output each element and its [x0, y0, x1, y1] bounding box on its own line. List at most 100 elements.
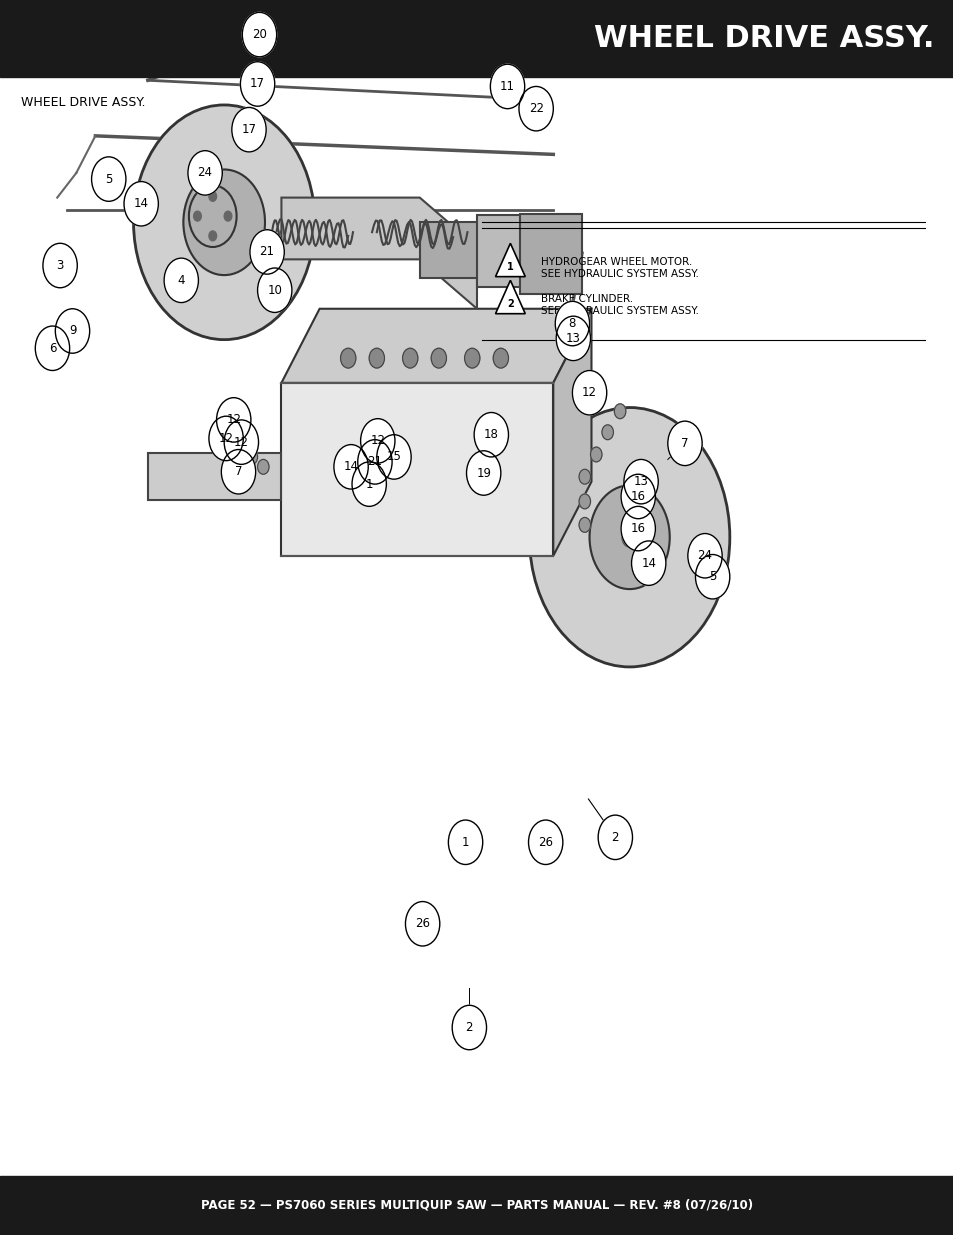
Circle shape: [631, 541, 665, 585]
Text: 2: 2: [611, 831, 618, 844]
Text: 15: 15: [386, 451, 401, 463]
Circle shape: [234, 437, 246, 452]
Circle shape: [578, 469, 590, 484]
Circle shape: [621, 527, 637, 547]
Text: 21: 21: [367, 456, 382, 468]
Text: 7: 7: [680, 437, 688, 450]
Circle shape: [246, 450, 257, 464]
Circle shape: [614, 404, 625, 419]
Bar: [0, 0, 953, 77]
Polygon shape: [281, 309, 591, 383]
Circle shape: [334, 445, 368, 489]
Text: 6: 6: [49, 342, 56, 354]
Text: 24: 24: [697, 550, 712, 562]
Text: 2: 2: [506, 299, 514, 309]
Text: 14: 14: [343, 461, 358, 473]
Circle shape: [448, 820, 482, 864]
Text: 12: 12: [233, 436, 249, 448]
Circle shape: [695, 555, 729, 599]
Polygon shape: [553, 309, 591, 556]
Circle shape: [216, 398, 251, 442]
Circle shape: [164, 258, 198, 303]
Text: 8: 8: [568, 317, 576, 330]
Circle shape: [555, 301, 589, 346]
Text: 24: 24: [197, 167, 213, 179]
Circle shape: [493, 348, 508, 368]
Circle shape: [91, 157, 126, 201]
Text: 17: 17: [241, 124, 256, 136]
Polygon shape: [281, 198, 476, 309]
Text: 21: 21: [259, 246, 274, 258]
Circle shape: [466, 451, 500, 495]
Text: 16: 16: [630, 490, 645, 503]
Text: 9: 9: [69, 325, 76, 337]
Circle shape: [340, 348, 355, 368]
Text: BRAKE CYLINDER.
SEE HYDRAULIC SYSTEM ASSY.: BRAKE CYLINDER. SEE HYDRAULIC SYSTEM ASS…: [540, 294, 698, 316]
Text: 1: 1: [461, 836, 469, 848]
Text: 12: 12: [226, 414, 241, 426]
FancyBboxPatch shape: [281, 383, 553, 556]
Text: 12: 12: [218, 432, 233, 445]
Circle shape: [556, 316, 590, 361]
Circle shape: [601, 425, 613, 440]
Circle shape: [572, 370, 606, 415]
Circle shape: [250, 230, 284, 274]
Text: 1: 1: [506, 262, 514, 272]
Bar: [0, 1176, 953, 1235]
Text: 5: 5: [105, 173, 112, 185]
Text: 11: 11: [499, 80, 515, 93]
Polygon shape: [495, 280, 525, 314]
Circle shape: [35, 326, 70, 370]
Circle shape: [452, 1005, 486, 1050]
Circle shape: [578, 494, 590, 509]
Polygon shape: [495, 243, 525, 277]
Circle shape: [193, 211, 201, 221]
Circle shape: [188, 151, 222, 195]
Circle shape: [216, 212, 232, 232]
Text: 16: 16: [630, 522, 645, 535]
Circle shape: [221, 450, 255, 494]
Text: 17: 17: [250, 78, 265, 90]
Circle shape: [667, 421, 701, 466]
Circle shape: [224, 211, 232, 221]
Circle shape: [232, 107, 266, 152]
Circle shape: [257, 268, 292, 312]
Circle shape: [687, 534, 721, 578]
Circle shape: [528, 820, 562, 864]
Circle shape: [352, 462, 386, 506]
Circle shape: [209, 416, 243, 461]
Circle shape: [620, 474, 655, 519]
Circle shape: [224, 420, 258, 464]
Circle shape: [518, 86, 553, 131]
Circle shape: [529, 408, 729, 667]
Text: 22: 22: [528, 103, 543, 115]
Text: 12: 12: [370, 435, 385, 447]
Circle shape: [55, 309, 90, 353]
Text: 4: 4: [177, 274, 185, 287]
Circle shape: [133, 105, 314, 340]
Text: 14: 14: [640, 557, 656, 569]
Circle shape: [209, 191, 216, 201]
FancyBboxPatch shape: [419, 222, 505, 278]
FancyBboxPatch shape: [519, 214, 581, 294]
Circle shape: [209, 231, 216, 241]
Circle shape: [189, 185, 236, 247]
Circle shape: [431, 348, 446, 368]
Circle shape: [369, 348, 384, 368]
Circle shape: [405, 902, 439, 946]
Circle shape: [360, 419, 395, 463]
Text: WHEEL DRIVE ASSY.: WHEEL DRIVE ASSY.: [21, 96, 146, 110]
Text: 13: 13: [565, 332, 580, 345]
Circle shape: [43, 243, 77, 288]
Text: 2: 2: [465, 1021, 473, 1034]
Circle shape: [357, 440, 392, 484]
Circle shape: [183, 169, 265, 275]
Circle shape: [464, 348, 479, 368]
Text: 20: 20: [252, 28, 267, 41]
Circle shape: [257, 459, 269, 474]
Circle shape: [240, 62, 274, 106]
Circle shape: [578, 517, 590, 532]
Text: 1: 1: [365, 478, 373, 490]
Circle shape: [590, 447, 601, 462]
Text: WHEEL DRIVE ASSY.: WHEEL DRIVE ASSY.: [594, 23, 934, 53]
